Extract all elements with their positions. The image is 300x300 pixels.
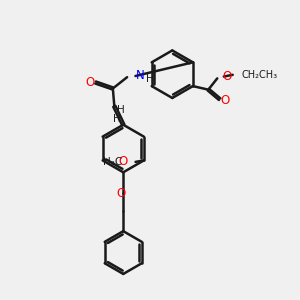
Text: N: N	[136, 70, 145, 83]
Text: CH₂CH₃: CH₂CH₃	[241, 70, 277, 80]
Text: H: H	[113, 114, 121, 124]
Text: H₃C: H₃C	[103, 157, 122, 167]
Text: O: O	[118, 155, 128, 168]
Text: O: O	[220, 94, 230, 107]
Text: H: H	[146, 74, 153, 84]
Text: O: O	[222, 70, 231, 83]
Text: O: O	[85, 76, 95, 89]
Text: H: H	[117, 105, 125, 115]
Text: O: O	[116, 187, 125, 200]
